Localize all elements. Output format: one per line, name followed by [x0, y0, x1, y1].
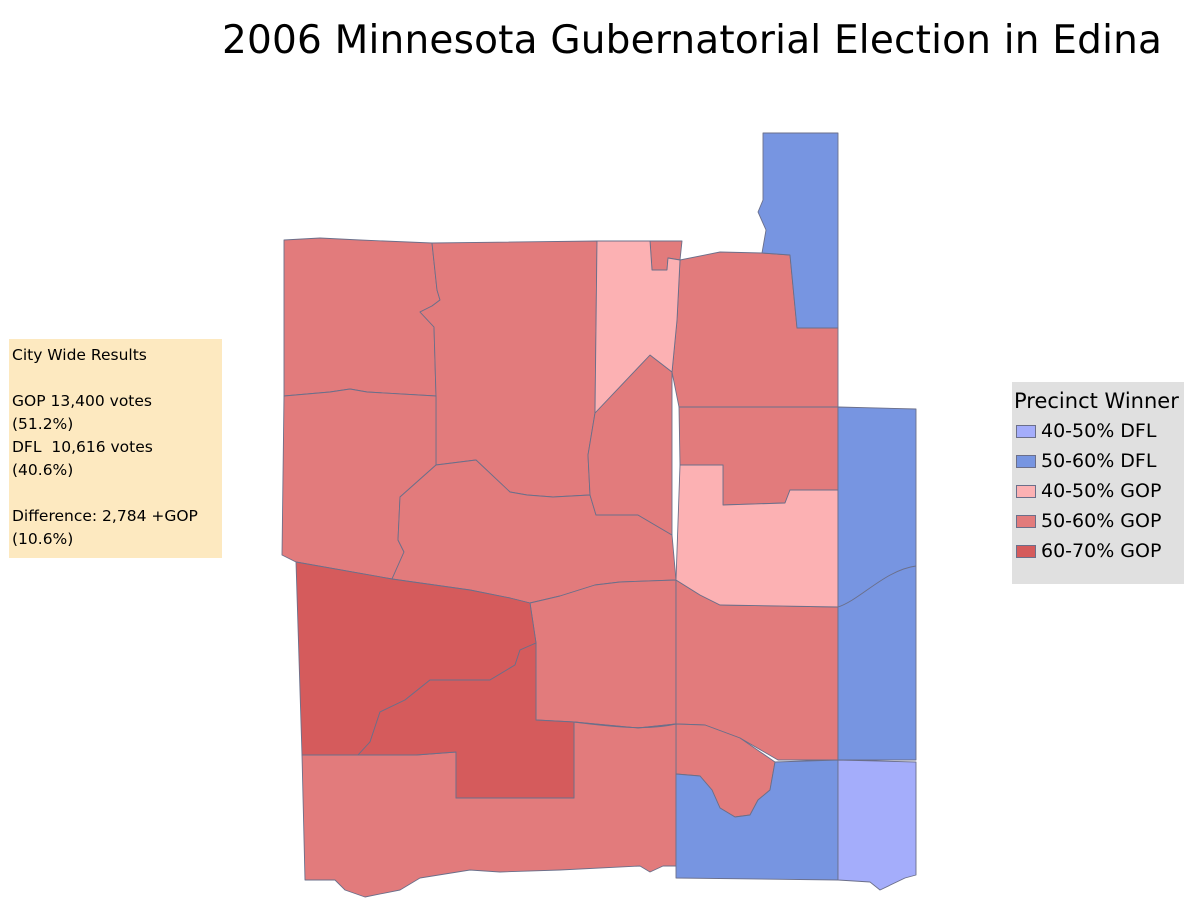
precinct-boundary-line: [837, 565, 917, 608]
dfl-votes: DFL 10,616 votes: [12, 438, 153, 456]
legend-label: 50-60% GOP: [1041, 510, 1162, 532]
map-title: 2006 Minnesota Gubernatorial Election in…: [222, 18, 1163, 63]
precinct-se-corner: [837, 759, 917, 891]
dfl-percent: (40.6%): [12, 461, 74, 479]
legend-label: 40-50% GOP: [1041, 480, 1162, 502]
legend-item-dfl-50-60: 50-60% DFL: [1014, 446, 1184, 476]
legend-swatch: [1016, 484, 1036, 498]
gop-votes: GOP 13,400 votes: [12, 392, 152, 410]
legend-item-gop-50-60: 50-60% GOP: [1014, 506, 1184, 536]
difference: Difference: 2,784 +GOP: [12, 507, 198, 525]
legend-swatch: [1016, 454, 1036, 468]
legend: Precinct Winner 40-50% DFL 50-60% DFL 40…: [1012, 382, 1184, 584]
results-heading: City Wide Results: [12, 346, 147, 364]
precinct-boundary-line: [573, 721, 677, 729]
legend-label: 60-70% GOP: [1041, 540, 1162, 562]
legend-label: 50-60% DFL: [1041, 450, 1157, 472]
city-wide-results-box: City Wide Results GOP 13,400 votes (51.2…: [9, 339, 222, 558]
legend-item-dfl-40-50: 40-50% DFL: [1014, 416, 1184, 446]
legend-swatch: [1016, 514, 1036, 528]
legend-item-gop-60-70: 60-70% GOP: [1014, 536, 1184, 566]
precinct-north-spur: [757, 132, 839, 329]
precinct-north-pink: [594, 240, 681, 414]
difference-percent: (10.6%): [12, 530, 74, 548]
precinct-nw: [283, 237, 441, 397]
precinct-south-central: [529, 579, 677, 729]
legend-item-gop-40-50: 40-50% GOP: [1014, 476, 1184, 506]
gop-percent: (51.2%): [12, 415, 74, 433]
legend-title: Precinct Winner: [1014, 389, 1179, 413]
legend-swatch: [1016, 424, 1036, 438]
precinct-sw-central: [357, 642, 575, 799]
legend-label: 40-50% DFL: [1041, 420, 1157, 442]
legend-swatch: [1016, 544, 1036, 558]
precinct-north-central: [419, 240, 598, 498]
